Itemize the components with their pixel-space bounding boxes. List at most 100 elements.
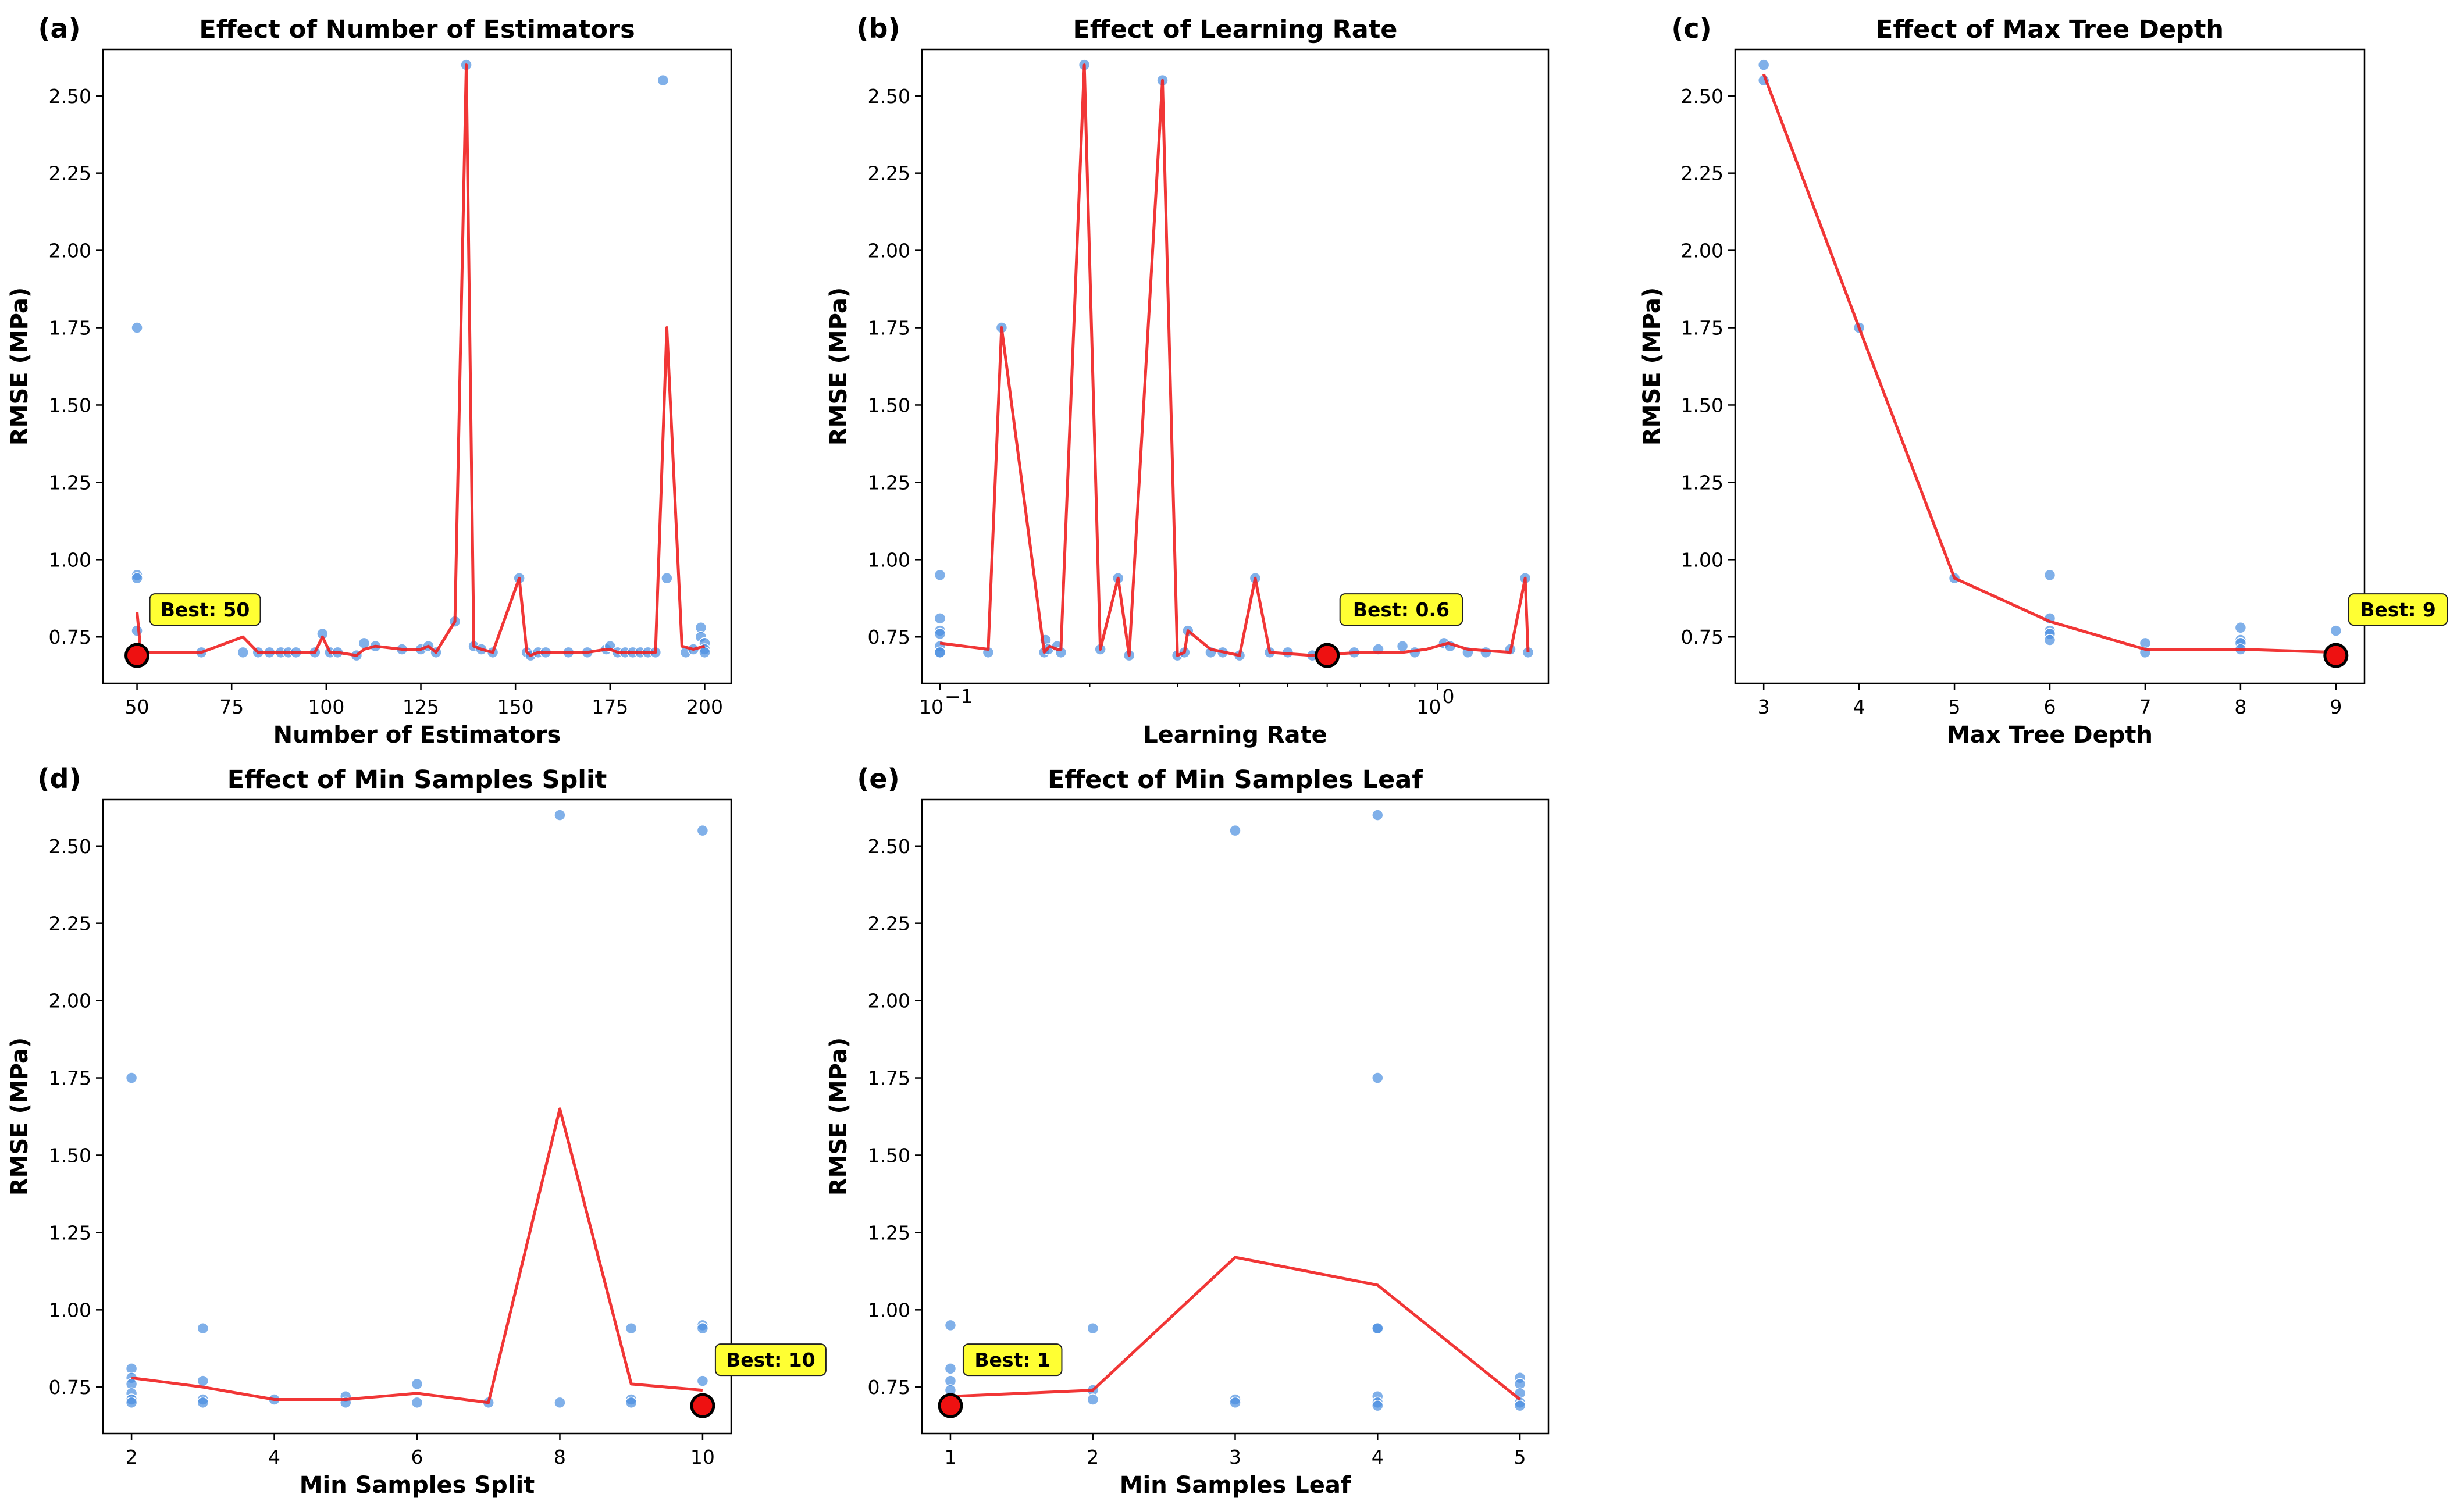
data-point: [1480, 646, 1492, 659]
y-tick-label: 1.75: [1681, 317, 1723, 340]
x-tick-label: 2: [126, 1446, 138, 1468]
plot-area: [921, 48, 1550, 684]
x-tick-label: 4: [268, 1446, 280, 1468]
y-tick-label: 1.00: [49, 1299, 91, 1321]
y-tick-label: 0.75: [49, 626, 91, 648]
best-label: Best: 1: [974, 1349, 1050, 1371]
best-annotation: Best: 10: [714, 1343, 827, 1377]
panel-d: 0.75 1.00 1.25 1.50 1.75 2.00 2.25 2.50 2 4 6 8 10 Be…: [6, 763, 827, 1499]
best-label-box: [962, 1343, 1063, 1377]
data-point: [554, 1396, 566, 1409]
y-tick-label: 2.00: [49, 990, 91, 1012]
chart-title: Effect of Number of Estimators: [199, 15, 635, 44]
x-tick-label: 150: [497, 696, 534, 718]
data-point: [1514, 1399, 1526, 1412]
best-marker: [938, 1393, 963, 1418]
y-tick-label: 1.00: [868, 548, 910, 571]
x-tick-label: 10: [690, 1446, 715, 1468]
y-tick-label: 1.75: [49, 1067, 91, 1090]
y-tick-label: 1.00: [49, 548, 91, 571]
x-tick-label: 9: [2330, 696, 2342, 718]
data-point: [197, 1396, 209, 1409]
panel-c: 0.75 1.00 1.25 1.50 1.75 2.00 2.25 2.50 3 4 5 6 7 8 9 B…: [1639, 13, 2448, 748]
best-marker: [1315, 643, 1340, 668]
trend-line: [950, 1256, 1521, 1401]
x-tick-label: 7: [2139, 696, 2151, 718]
data-point: [625, 1396, 638, 1409]
y-tick-label: 2.25: [868, 162, 910, 185]
y-tick-label: 1.50: [49, 394, 91, 416]
best-label: Best: 10: [726, 1349, 816, 1371]
y-tick-label: 1.50: [49, 1144, 91, 1167]
chart-title: Effect of Min Samples Split: [227, 765, 607, 794]
data-point: [625, 1322, 638, 1335]
data-point: [1087, 1393, 1099, 1406]
data-point: [934, 612, 946, 625]
y-tick-label: 2.25: [1681, 162, 1723, 185]
data-point: [2234, 622, 2247, 634]
y-tick-label: 0.75: [868, 1376, 910, 1399]
y-tick-label: 2.00: [868, 990, 910, 1012]
panel-label: (b): [857, 13, 900, 44]
y-tick-label: 1.75: [868, 1067, 910, 1090]
x-tick-label: 5: [1949, 696, 1961, 718]
y-axis-label: RMSE (MPa): [6, 287, 33, 445]
x-tick-label: 4: [1853, 696, 1865, 718]
x-tick-label: 2: [1087, 1446, 1099, 1468]
panel-e: 0.75 1.00 1.25 1.50 1.75 2.00 2.25 2.50 1 2 3 4 5 Bes…: [825, 763, 1550, 1499]
best-annotation: Best: 0.6: [1339, 593, 1463, 626]
panel-label: (d): [38, 763, 81, 794]
data-point: [125, 1396, 138, 1409]
best-marker: [124, 643, 150, 668]
x-tick-label: 175: [592, 696, 628, 718]
y-tick-label: 1.50: [868, 394, 910, 416]
y-tick-label: 1.25: [49, 1221, 91, 1244]
x-tick-label: 8: [554, 1446, 566, 1468]
data-point: [696, 824, 709, 837]
best-label-box: [2348, 593, 2448, 626]
data-point: [1757, 59, 1770, 71]
y-tick-label: 2.50: [868, 835, 910, 858]
chart-title: Effect of Min Samples Leaf: [1048, 765, 1423, 794]
x-tick-label: 75: [219, 696, 244, 718]
y-tick-label: 2.50: [868, 85, 910, 108]
data-point: [944, 1319, 957, 1332]
y-tick-label: 2.50: [49, 85, 91, 108]
y-tick-label: 2.25: [49, 162, 91, 185]
x-tick-label: 3: [1758, 696, 1770, 718]
y-tick-label: 2.50: [1681, 85, 1723, 108]
trend-line: [1762, 73, 2336, 654]
y-tick-label: 0.75: [868, 626, 910, 648]
x-axis-label: Min Samples Split: [300, 1472, 535, 1499]
data-point: [131, 572, 143, 584]
y-tick-label: 0.75: [1681, 626, 1723, 648]
data-point: [1087, 1322, 1099, 1335]
x-tick-label: 50: [125, 696, 149, 718]
data-point: [2043, 634, 2056, 646]
data-point: [411, 1396, 423, 1409]
chart-title: Effect of Max Tree Depth: [1876, 15, 2224, 44]
x-tick-label: 4: [1372, 1446, 1384, 1468]
data-point: [197, 1322, 209, 1335]
chart-title: Effect of Learning Rate: [1073, 15, 1398, 44]
y-tick-label: 0.75: [49, 1376, 91, 1399]
y-axis-label: RMSE (MPa): [825, 287, 852, 445]
data-point: [934, 627, 946, 640]
plot-area: [1734, 48, 2366, 684]
data-point: [1396, 640, 1409, 652]
x-axis-label: Number of Estimators: [273, 722, 561, 748]
x-tick-label: 125: [403, 696, 439, 718]
best-label: Best: 0.6: [1353, 598, 1450, 621]
data-point: [125, 1072, 138, 1084]
x-tick-label: 3: [1229, 1446, 1241, 1468]
data-point: [554, 809, 566, 821]
y-tick-label: 2.00: [868, 240, 910, 262]
data-point: [1229, 1396, 1241, 1409]
best-label: Best: 9: [2360, 598, 2436, 621]
data-point: [131, 322, 143, 334]
y-tick-label: 1.50: [1681, 394, 1723, 416]
x-tick-exponent: 0: [1442, 685, 1454, 708]
trend-line: [136, 63, 706, 657]
